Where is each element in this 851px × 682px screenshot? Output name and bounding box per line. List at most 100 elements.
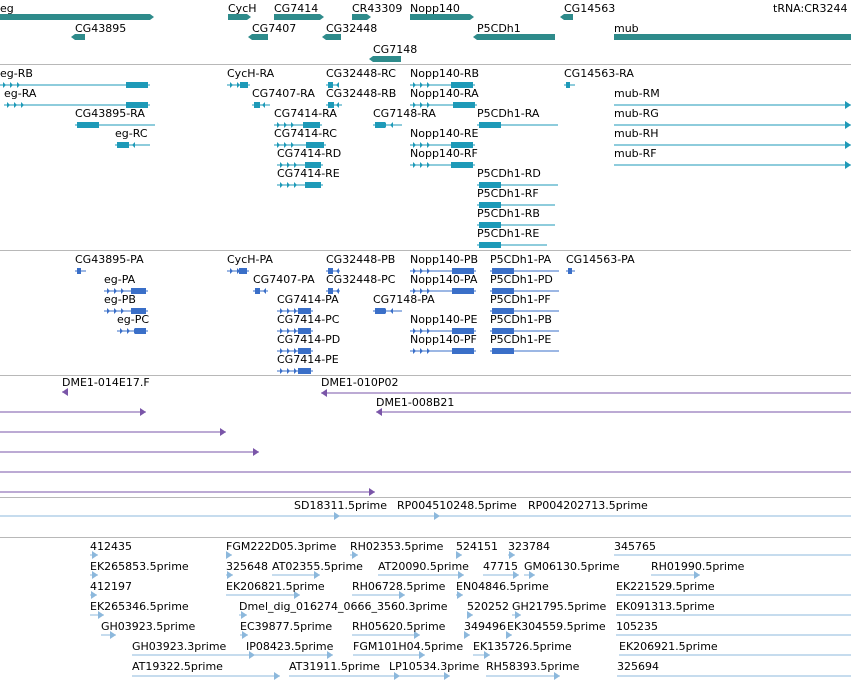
feature-label[interactable]: CG14563-PA [566,253,635,266]
feature-glyph[interactable] [132,672,280,680]
feature-label[interactable]: 105235 [616,620,658,633]
feature-glyph[interactable] [277,328,313,334]
feature-label[interactable]: CG7407-RA [252,87,315,100]
feature-glyph[interactable] [104,308,148,314]
feature-glyph[interactable] [352,631,420,639]
feature-glyph[interactable] [0,14,154,20]
feature-label[interactable]: mub-RF [614,147,657,160]
feature-glyph[interactable] [75,268,86,274]
feature-glyph[interactable] [274,142,326,148]
feature-glyph[interactable] [0,428,226,436]
feature-glyph[interactable] [252,102,270,108]
feature-label[interactable]: CG32448-PC [326,273,396,286]
feature-glyph[interactable] [0,82,150,88]
feature-label[interactable]: CycH-PA [227,253,273,266]
feature-glyph[interactable] [326,288,340,294]
feature-glyph[interactable] [410,348,476,354]
feature-glyph[interactable] [373,308,402,314]
feature-label[interactable]: Nopp140-RB [410,67,480,80]
feature-label[interactable]: 325648 [226,560,268,573]
feature-glyph[interactable] [376,408,851,416]
feature-glyph[interactable] [253,288,268,294]
feature-glyph[interactable] [326,102,342,108]
feature-glyph[interactable] [490,268,559,274]
feature-glyph[interactable] [277,368,313,374]
feature-label[interactable]: CG7414-PA [277,293,339,306]
feature-glyph[interactable] [486,672,560,680]
feature-glyph[interactable] [490,288,559,294]
feature-glyph[interactable] [227,82,250,88]
feature-glyph[interactable] [0,408,146,416]
feature-label[interactable]: mub-RM [614,87,660,100]
feature-glyph[interactable] [477,222,555,228]
feature-label[interactable]: EK206821.5prime [226,580,325,593]
feature-glyph[interactable] [226,571,233,579]
feature-label[interactable]: Nopp140 [410,2,460,15]
feature-label[interactable]: EC39877.5prime [240,620,333,633]
feature-label[interactable]: RH58393.5prime [486,660,580,673]
feature-glyph[interactable] [477,122,558,128]
feature-label[interactable]: CG7414-PC [277,313,340,326]
feature-label[interactable]: 47715 [483,560,518,573]
feature-glyph[interactable] [477,182,558,188]
feature-glyph[interactable] [90,611,104,619]
feature-glyph[interactable] [115,142,150,148]
feature-glyph[interactable] [560,14,573,20]
feature-glyph[interactable] [321,389,851,397]
feature-label[interactable]: 345765 [614,540,656,553]
feature-label[interactable]: P5CDh1-PB [490,313,552,326]
feature-glyph[interactable] [277,308,313,314]
feature-label[interactable]: P5CDh1-PD [490,273,553,286]
feature-label[interactable]: RH01990.5prime [651,560,745,573]
feature-glyph[interactable] [226,551,232,559]
feature-glyph[interactable] [299,512,340,520]
feature-label[interactable]: CG7414-PE [277,353,339,366]
feature-label[interactable]: eg [0,2,14,15]
feature-glyph[interactable] [71,34,85,40]
feature-glyph[interactable] [90,591,97,599]
feature-label[interactable]: CycH [228,2,257,15]
feature-label[interactable]: CG43895-PA [75,253,144,266]
feature-label[interactable]: EK221529.5prime [616,580,715,593]
feature-label[interactable]: GH21795.5prime [512,600,607,613]
feature-label[interactable]: CG32448-PB [326,253,396,266]
feature-label[interactable]: CG32448-RC [326,67,396,80]
feature-label[interactable]: EK265346.5prime [90,600,189,613]
feature-glyph[interactable] [477,242,547,248]
feature-label[interactable]: CG14563 [564,2,616,15]
feature-label[interactable]: Nopp140-PB [410,253,479,266]
feature-label[interactable]: 325694 [617,660,659,673]
feature-glyph[interactable] [477,202,555,208]
feature-label[interactable]: FGM101H04.5prime [353,640,464,653]
feature-glyph[interactable] [369,56,401,62]
feature-glyph[interactable] [490,328,559,334]
feature-glyph[interactable] [512,611,521,619]
feature-label[interactable]: 412197 [90,580,132,593]
feature-label[interactable]: RH06728.5prime [352,580,446,593]
feature-glyph[interactable] [352,591,405,599]
feature-glyph[interactable] [410,142,475,148]
feature-label[interactable]: EK091313.5prime [616,600,715,613]
feature-label[interactable]: EK265853.5prime [90,560,189,573]
feature-glyph[interactable] [490,308,559,314]
feature-label[interactable]: Nopp140-PA [410,273,478,286]
feature-glyph[interactable] [289,672,400,680]
feature-glyph[interactable] [274,14,324,20]
feature-label[interactable]: P5CDh1 [477,22,521,35]
feature-glyph[interactable] [326,82,339,88]
feature-label[interactable]: Dmel_dig_016274_0666_3560.3prime [239,600,448,613]
feature-glyph[interactable] [524,571,535,579]
feature-glyph[interactable] [277,348,313,354]
feature-glyph[interactable] [483,571,519,579]
feature-glyph[interactable] [410,162,475,168]
feature-glyph[interactable] [410,14,474,20]
feature-label[interactable]: Nopp140-PF [410,333,477,346]
feature-label[interactable]: CG7148-RA [373,107,436,120]
feature-glyph[interactable] [350,551,358,559]
feature-label[interactable]: RH02353.5prime [350,540,444,553]
feature-glyph[interactable] [490,348,559,354]
feature-label[interactable]: CG7148-PA [373,293,435,306]
feature-glyph[interactable] [0,448,259,456]
feature-glyph[interactable] [566,268,575,274]
feature-label[interactable]: Nopp140-RA [410,87,479,100]
